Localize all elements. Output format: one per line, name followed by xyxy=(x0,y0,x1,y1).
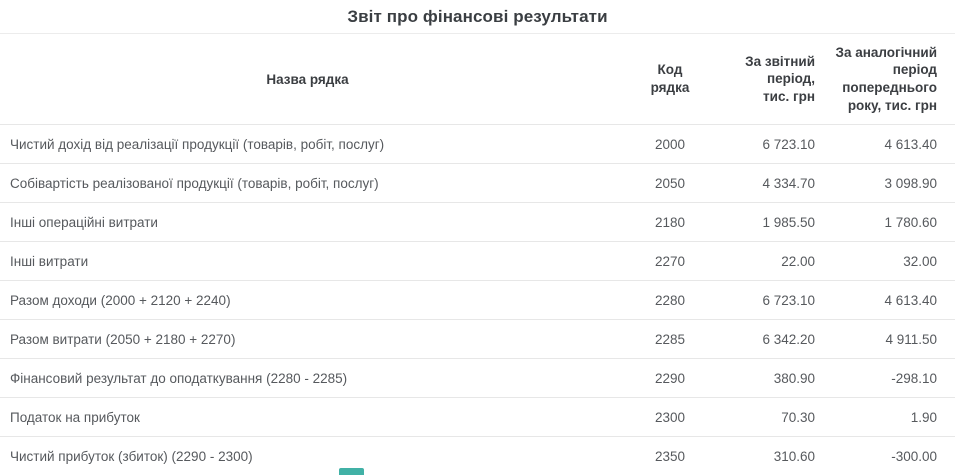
row-previous-value: 4 613.40 xyxy=(815,280,955,320)
row-name: Фінансовий результат до оподаткування (2… xyxy=(0,358,615,398)
row-code: 2280 xyxy=(615,280,725,320)
teal-partial-element[interactable] xyxy=(339,468,364,475)
row-current-value: 4 334.70 xyxy=(725,163,815,203)
row-name: Чистий прибуток (збиток) (2290 - 2300) xyxy=(0,436,615,475)
row-current-value: 6 723.10 xyxy=(725,124,815,164)
row-current-value: 70.30 xyxy=(725,397,815,437)
table-row: Фінансовий результат до оподаткування (2… xyxy=(0,358,955,398)
column-header-code: Код рядка xyxy=(615,33,725,125)
column-header-current-period: За звітний період, тис. грн xyxy=(725,33,815,125)
row-name: Інші операційні витрати xyxy=(0,202,615,242)
row-code: 2180 xyxy=(615,202,725,242)
row-previous-value: 3 098.90 xyxy=(815,163,955,203)
row-name: Чистий дохід від реалізації продукції (т… xyxy=(0,124,615,164)
row-name: Інші витрати xyxy=(0,241,615,281)
row-code: 2270 xyxy=(615,241,725,281)
row-previous-value: -298.10 xyxy=(815,358,955,398)
column-header-previous-period: За аналогічний період попереднього року,… xyxy=(815,33,955,125)
row-name: Разом витрати (2050 + 2180 + 2270) xyxy=(0,319,615,359)
column-header-name-label: Назва рядка xyxy=(266,71,349,87)
financial-results-table: Назва рядка Код рядка За звітний період,… xyxy=(0,33,955,475)
row-code: 2290 xyxy=(615,358,725,398)
column-header-previous-period-label: За аналогічний період попереднього року,… xyxy=(835,44,938,113)
row-code: 2050 xyxy=(615,163,725,203)
row-current-value: 6 342.20 xyxy=(725,319,815,359)
table-row: Разом доходи (2000 + 2120 + 2240) 2280 6… xyxy=(0,280,955,320)
row-previous-value: 4 911.50 xyxy=(815,319,955,359)
row-code: 2300 xyxy=(615,397,725,437)
row-name: Собівартість реалізованої продукції (тов… xyxy=(0,163,615,203)
row-previous-value: 1 780.60 xyxy=(815,202,955,242)
row-name: Разом доходи (2000 + 2120 + 2240) xyxy=(0,280,615,320)
row-current-value: 22.00 xyxy=(725,241,815,281)
column-header-current-period-label: За звітний період, тис. грн xyxy=(745,53,815,104)
row-previous-value: 1.90 xyxy=(815,397,955,437)
table-row: Інші операційні витрати 2180 1 985.50 1 … xyxy=(0,202,955,242)
row-name: Податок на прибуток xyxy=(0,397,615,437)
row-current-value: 1 985.50 xyxy=(725,202,815,242)
table-row: Інші витрати 2270 22.00 32.00 xyxy=(0,241,955,281)
table-row: Собівартість реалізованої продукції (тов… xyxy=(0,163,955,203)
row-current-value: 380.90 xyxy=(725,358,815,398)
row-previous-value: 32.00 xyxy=(815,241,955,281)
page-title: Звіт про фінансові результати xyxy=(347,7,608,26)
row-current-value: 310.60 xyxy=(725,436,815,475)
table-row: Чистий прибуток (збиток) (2290 - 2300) 2… xyxy=(0,436,955,475)
row-previous-value: -300.00 xyxy=(815,436,955,475)
column-header-code-label: Код рядка xyxy=(650,62,690,95)
row-code: 2350 xyxy=(615,436,725,475)
row-code: 2285 xyxy=(615,319,725,359)
table-row: Податок на прибуток 2300 70.30 1.90 xyxy=(0,397,955,437)
header-row: Назва рядка Код рядка За звітний період,… xyxy=(0,33,955,125)
table-header: Назва рядка Код рядка За звітний період,… xyxy=(0,33,955,125)
table-row: Чистий дохід від реалізації продукції (т… xyxy=(0,124,955,164)
row-previous-value: 4 613.40 xyxy=(815,124,955,164)
table-row: Разом витрати (2050 + 2180 + 2270) 2285 … xyxy=(0,319,955,359)
column-header-name: Назва рядка xyxy=(0,33,615,125)
row-current-value: 6 723.10 xyxy=(725,280,815,320)
table-body: Чистий дохід від реалізації продукції (т… xyxy=(0,124,955,475)
row-code: 2000 xyxy=(615,124,725,164)
